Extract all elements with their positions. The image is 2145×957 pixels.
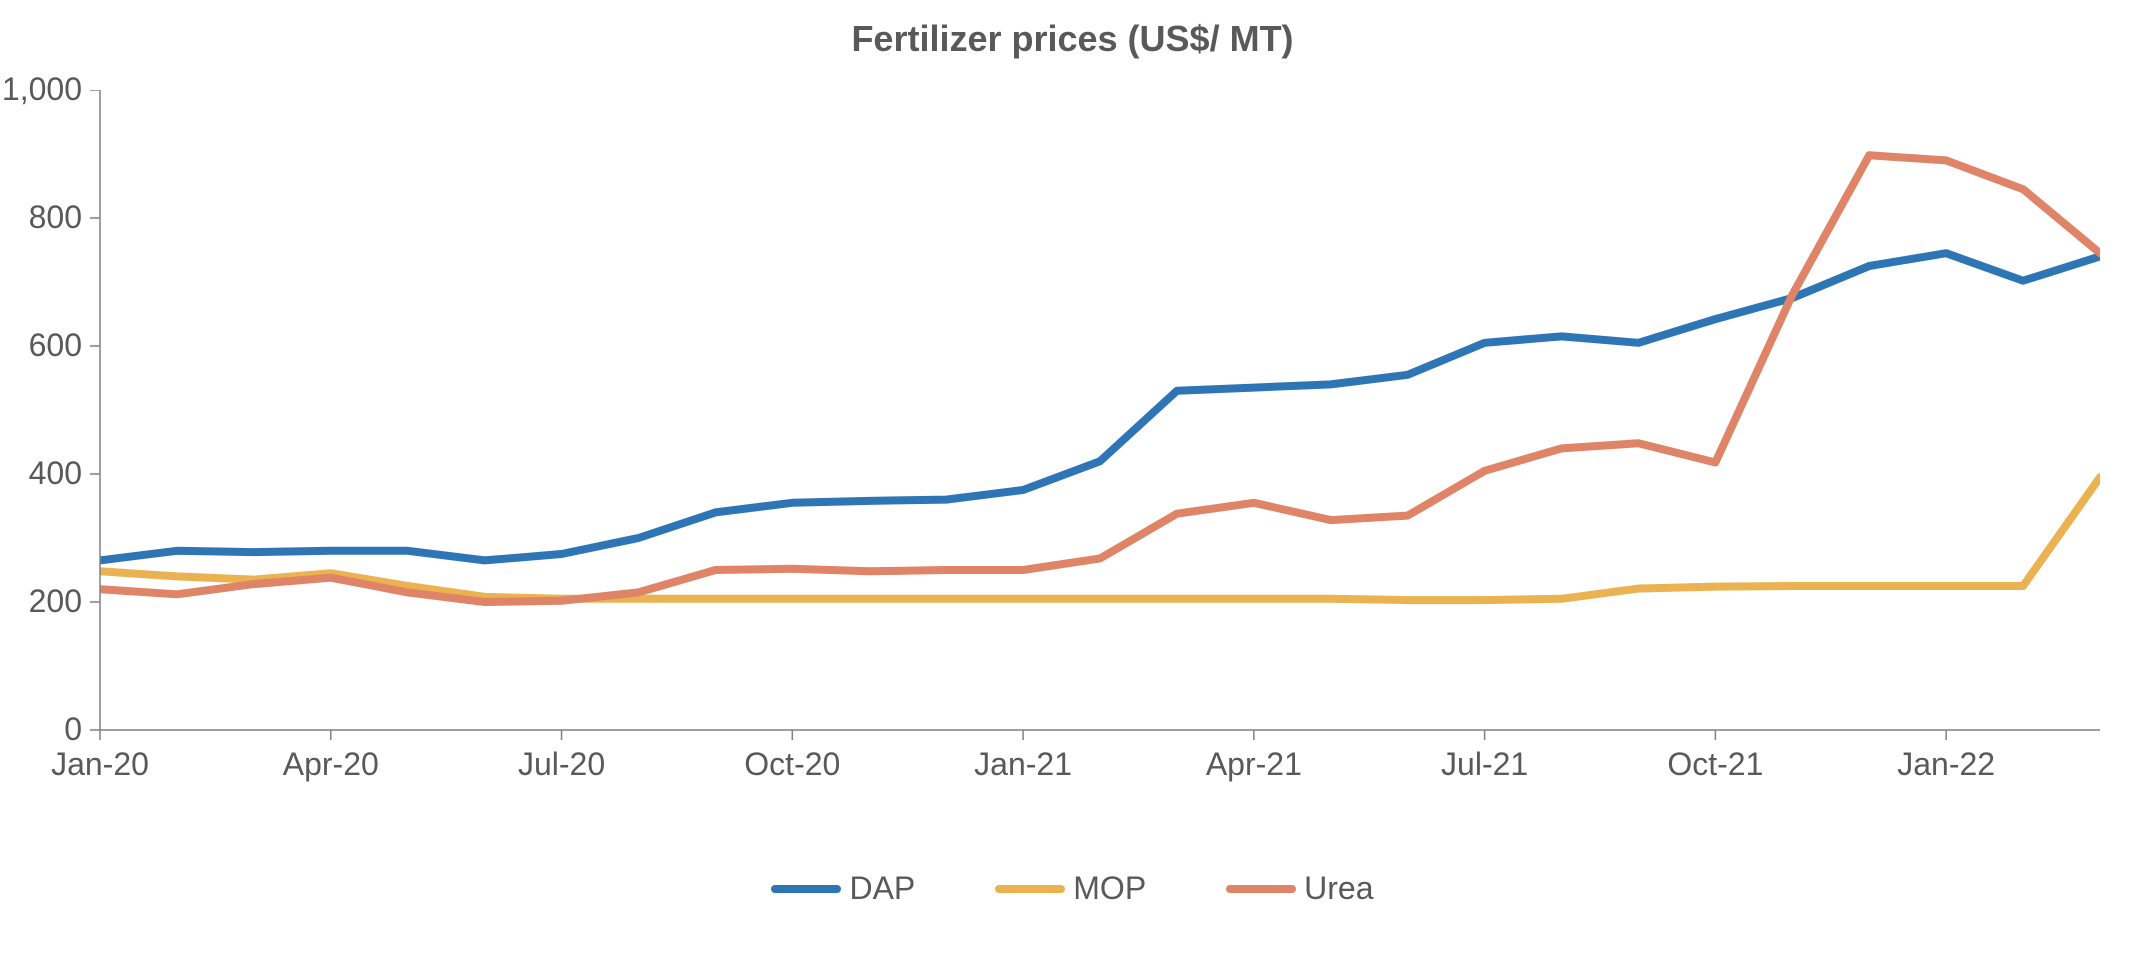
legend-label: DAP: [849, 870, 915, 907]
legend-item-mop: MOP: [995, 870, 1146, 907]
x-tick-label: Oct-20: [722, 746, 862, 783]
plot-area: [90, 90, 2100, 740]
legend-swatch: [771, 885, 841, 893]
y-tick-label: 800: [29, 199, 82, 236]
y-tick-label: 600: [29, 327, 82, 364]
y-tick-label: 200: [29, 583, 82, 620]
series-line-mop: [100, 477, 2100, 600]
legend-item-dap: DAP: [771, 870, 915, 907]
x-tick-label: Apr-20: [261, 746, 401, 783]
x-tick-label: Oct-21: [1645, 746, 1785, 783]
x-tick-label: Jan-20: [30, 746, 170, 783]
legend-swatch: [1226, 885, 1296, 893]
x-tick-label: Jan-22: [1876, 746, 2016, 783]
x-tick-label: Jul-20: [492, 746, 632, 783]
y-tick-label: 0: [64, 711, 82, 748]
x-tick-label: Jan-21: [953, 746, 1093, 783]
legend: DAP MOP Urea: [0, 870, 2145, 907]
x-tick-label: Apr-21: [1184, 746, 1324, 783]
fertilizer-price-chart: Fertilizer prices (US$/ MT) DAP MOP Urea 0…: [0, 0, 2145, 957]
legend-swatch: [995, 885, 1065, 893]
y-tick-label: 1,000: [2, 71, 82, 108]
legend-label: MOP: [1073, 870, 1146, 907]
y-tick-label: 400: [29, 455, 82, 492]
legend-label: Urea: [1304, 870, 1373, 907]
legend-item-urea: Urea: [1226, 870, 1373, 907]
series-line-urea: [100, 155, 2100, 602]
x-tick-label: Jul-21: [1415, 746, 1555, 783]
series-line-dap: [100, 253, 2100, 560]
chart-title: Fertilizer prices (US$/ MT): [0, 18, 2145, 60]
